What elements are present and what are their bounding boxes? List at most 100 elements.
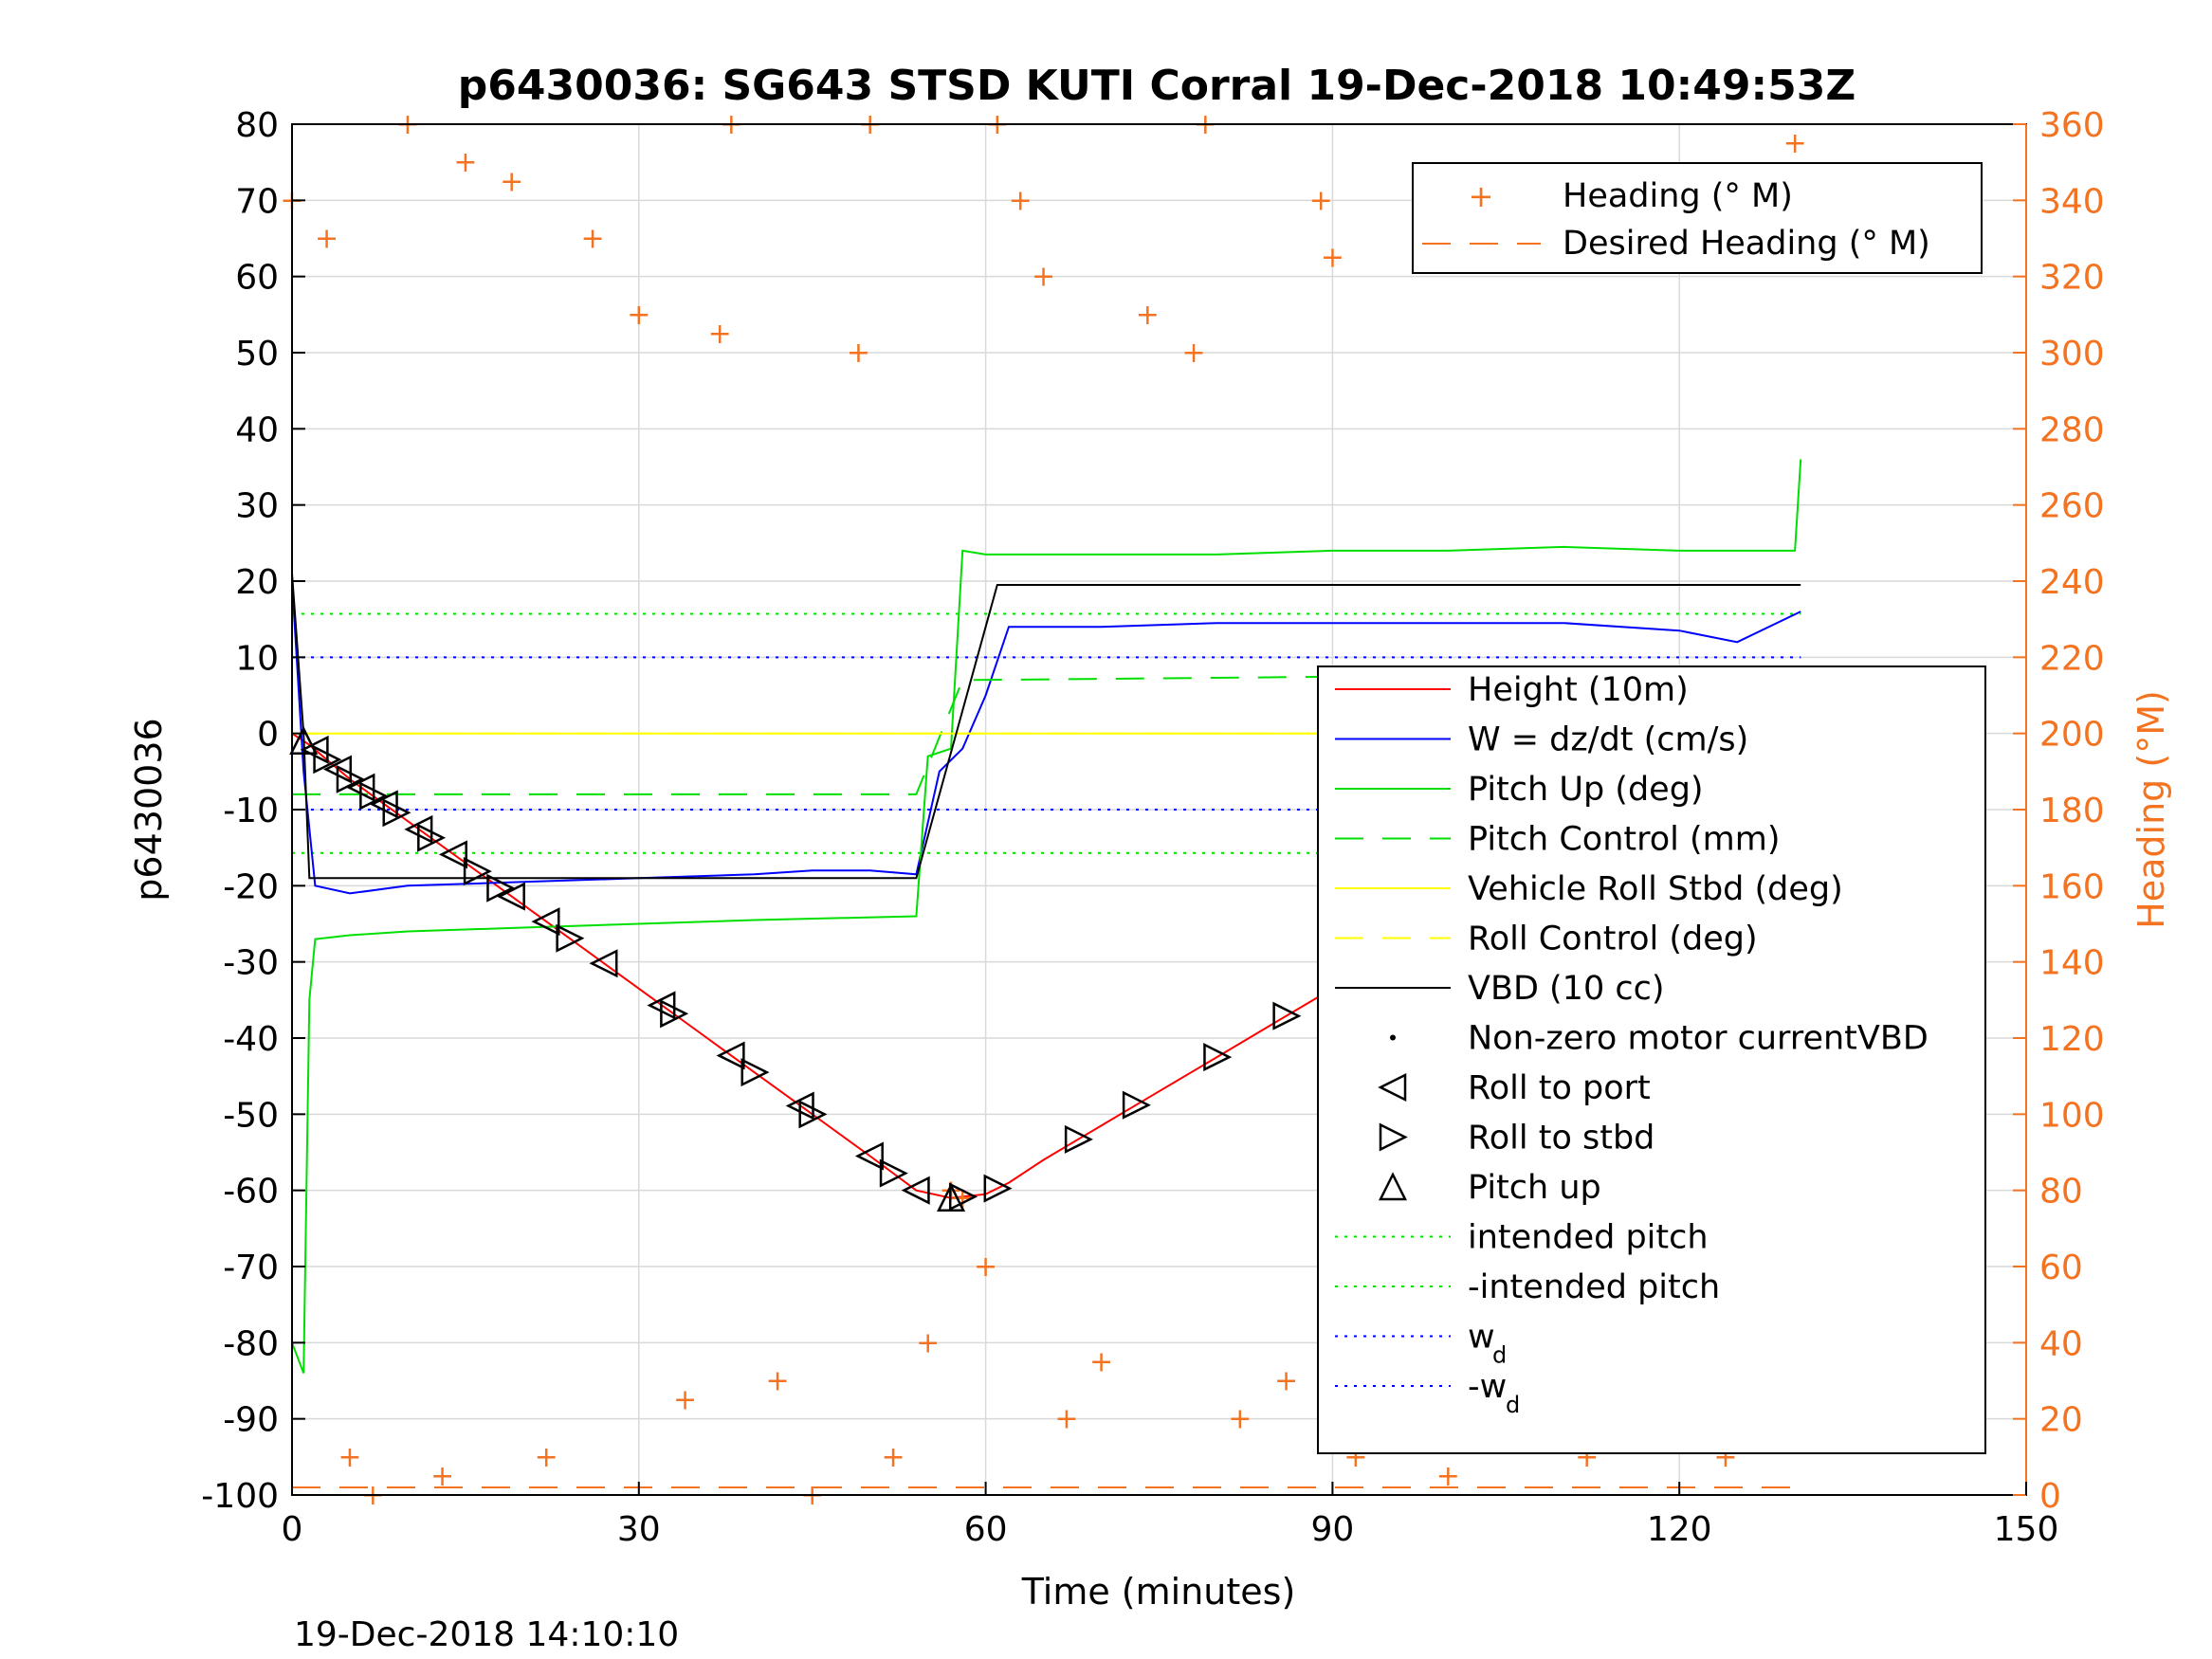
legend-main-entry: Non-zero motor currentVBD bbox=[1468, 1020, 1929, 1058]
y-tick-label-right: 360 bbox=[2039, 106, 2105, 145]
heading-point: + bbox=[580, 223, 604, 256]
heading-point: + bbox=[315, 223, 338, 256]
y-tick-label-right: 80 bbox=[2039, 1173, 2083, 1212]
heading-point: + bbox=[1228, 1403, 1252, 1436]
legend-main: Height (10m) W = dz/dt (cm/s) Pitch Up (de… bbox=[1317, 665, 1986, 1454]
roll-stbd-marker bbox=[798, 1100, 828, 1129]
y-tick-label-right: 160 bbox=[2039, 867, 2105, 906]
heading-point: + bbox=[1182, 337, 1206, 370]
legend-main-entry: Pitch Up (deg) bbox=[1468, 771, 1704, 809]
roll-stbd-marker bbox=[948, 1182, 978, 1212]
heading-point: + bbox=[1274, 1365, 1298, 1398]
y-tick-label: 10 bbox=[235, 639, 279, 678]
roll-stbd-marker bbox=[463, 857, 492, 886]
heading-point: + bbox=[1436, 1460, 1460, 1493]
heading-point: + bbox=[881, 1441, 905, 1474]
heading-point: + bbox=[1032, 261, 1055, 294]
legend-main-entry: Height (10m) bbox=[1468, 671, 1689, 709]
heading-point: + bbox=[673, 1384, 697, 1417]
y-tick-label: 80 bbox=[235, 106, 279, 145]
heading-point: + bbox=[708, 318, 732, 351]
y-tick-label: -70 bbox=[223, 1249, 279, 1287]
y-axis-label: p6430036 bbox=[128, 718, 170, 901]
y-tick-label: -80 bbox=[223, 1324, 279, 1363]
series-line-2 bbox=[291, 459, 1802, 1374]
legend-heading-entry: Desired Heading (° M) bbox=[1563, 225, 1930, 263]
y-tick-label: -40 bbox=[223, 1020, 279, 1059]
legend-heading-box bbox=[1412, 162, 1983, 274]
series-line-1 bbox=[291, 580, 1801, 895]
y-tick-label: -60 bbox=[223, 1173, 279, 1212]
chart-title: p6430036: SG643 STSD KUTI Corral 19-Dec-… bbox=[458, 62, 1856, 110]
heading-point: + bbox=[627, 299, 650, 332]
y-ticks: 80 70 60 50 40 30 20 10 0 -10 -20 -30 -40 -50 -60 -70 -8… bbox=[201, 106, 305, 1516]
roll-port-marker bbox=[438, 840, 467, 869]
legend-main-entry: Roll to stbd bbox=[1468, 1120, 1654, 1158]
y-tick-label: 20 bbox=[235, 563, 279, 602]
heading-point: + bbox=[1009, 184, 1033, 217]
y-tick-label-right: 40 bbox=[2039, 1324, 2083, 1363]
heading-point: + bbox=[847, 337, 870, 370]
legend-main-entry: Vehicle Roll Stbd (deg) bbox=[1468, 870, 1843, 908]
roll-port-marker bbox=[531, 907, 560, 937]
legend-main-entry: VBD (10 cc) bbox=[1468, 970, 1665, 1008]
roll-port-marker bbox=[716, 1041, 745, 1070]
legend-main-entry: -w bbox=[1468, 1368, 1507, 1406]
legend-main-swatch bbox=[1379, 1122, 1408, 1152]
heading-point: + bbox=[1783, 127, 1807, 160]
legend-heading-entry: Heading (° M) bbox=[1563, 177, 1793, 215]
legend-main-entry: Roll Control (deg) bbox=[1468, 921, 1758, 958]
heading-point: + bbox=[974, 1250, 997, 1284]
roll-stbd-marker bbox=[879, 1158, 908, 1188]
y-tick-label-right: 60 bbox=[2039, 1249, 2083, 1287]
heading-point: + bbox=[453, 146, 477, 179]
y-tick-label: 50 bbox=[235, 335, 279, 374]
legend-main-entry: Pitch Control (mm) bbox=[1468, 821, 1780, 859]
x-tick-label: 120 bbox=[1647, 1510, 1712, 1549]
footer-timestamp: 19-Dec-2018 14:10:10 bbox=[294, 1615, 679, 1654]
reference-lines bbox=[292, 612, 1801, 1488]
y-tick-label: 0 bbox=[257, 716, 279, 755]
heading-point: + bbox=[430, 1460, 454, 1493]
heading-point: + bbox=[1136, 299, 1160, 332]
x-tick-label: 60 bbox=[964, 1510, 1008, 1549]
roll-stbd-marker bbox=[336, 764, 365, 793]
legend-main-entry: Roll to port bbox=[1468, 1069, 1651, 1107]
legend-subscript: d bbox=[1492, 1342, 1507, 1369]
roll-stbd-marker bbox=[1122, 1090, 1151, 1120]
pitch-up-marker bbox=[936, 1182, 966, 1212]
roll-stbd-marker bbox=[1203, 1043, 1233, 1072]
y-axis-label-right: Heading (°M) bbox=[2130, 690, 2172, 929]
heading-point: + bbox=[338, 1441, 361, 1474]
y-tick-label-right: 320 bbox=[2039, 259, 2105, 298]
heading-point: + bbox=[1054, 1403, 1078, 1436]
roll-stbd-marker bbox=[556, 923, 585, 953]
y-tick-label-right: 240 bbox=[2039, 563, 2105, 602]
roll-stbd-marker bbox=[486, 873, 516, 902]
y-ticks-right: 3603403203002802602402202001801601401201… bbox=[2013, 106, 2105, 1516]
x-tick-label: 0 bbox=[282, 1510, 303, 1549]
roll-stbd-marker bbox=[359, 781, 389, 811]
roll-stbd-marker bbox=[1272, 1001, 1302, 1030]
x-tick-label: 90 bbox=[1310, 1510, 1354, 1549]
legend-main-entry: Pitch up bbox=[1468, 1169, 1601, 1207]
y-tick-label: -50 bbox=[223, 1096, 279, 1135]
y-tick-label: -20 bbox=[223, 867, 279, 906]
roll-port-marker bbox=[901, 1176, 930, 1205]
y-tick-label-right: 220 bbox=[2039, 639, 2105, 678]
roll-port-marker bbox=[496, 882, 525, 911]
roll-stbd-marker bbox=[382, 798, 411, 828]
y-tick-label: 70 bbox=[235, 182, 279, 221]
heading-point: + bbox=[916, 1326, 940, 1359]
x-tick-label: 150 bbox=[1994, 1510, 2059, 1549]
y-tick-label: -30 bbox=[223, 944, 279, 983]
legend-main-entry: W = dz/dt (cm/s) bbox=[1468, 721, 1748, 759]
heading-point: + bbox=[500, 165, 523, 198]
roll-stbd-marker bbox=[1064, 1124, 1093, 1154]
roll-port-marker bbox=[589, 949, 618, 978]
y-tick-label-right: 300 bbox=[2039, 335, 2105, 374]
roll-stbd-marker bbox=[313, 745, 342, 775]
legend-main-swatch bbox=[1378, 1072, 1407, 1103]
y-tick-label-right: 280 bbox=[2039, 410, 2105, 449]
